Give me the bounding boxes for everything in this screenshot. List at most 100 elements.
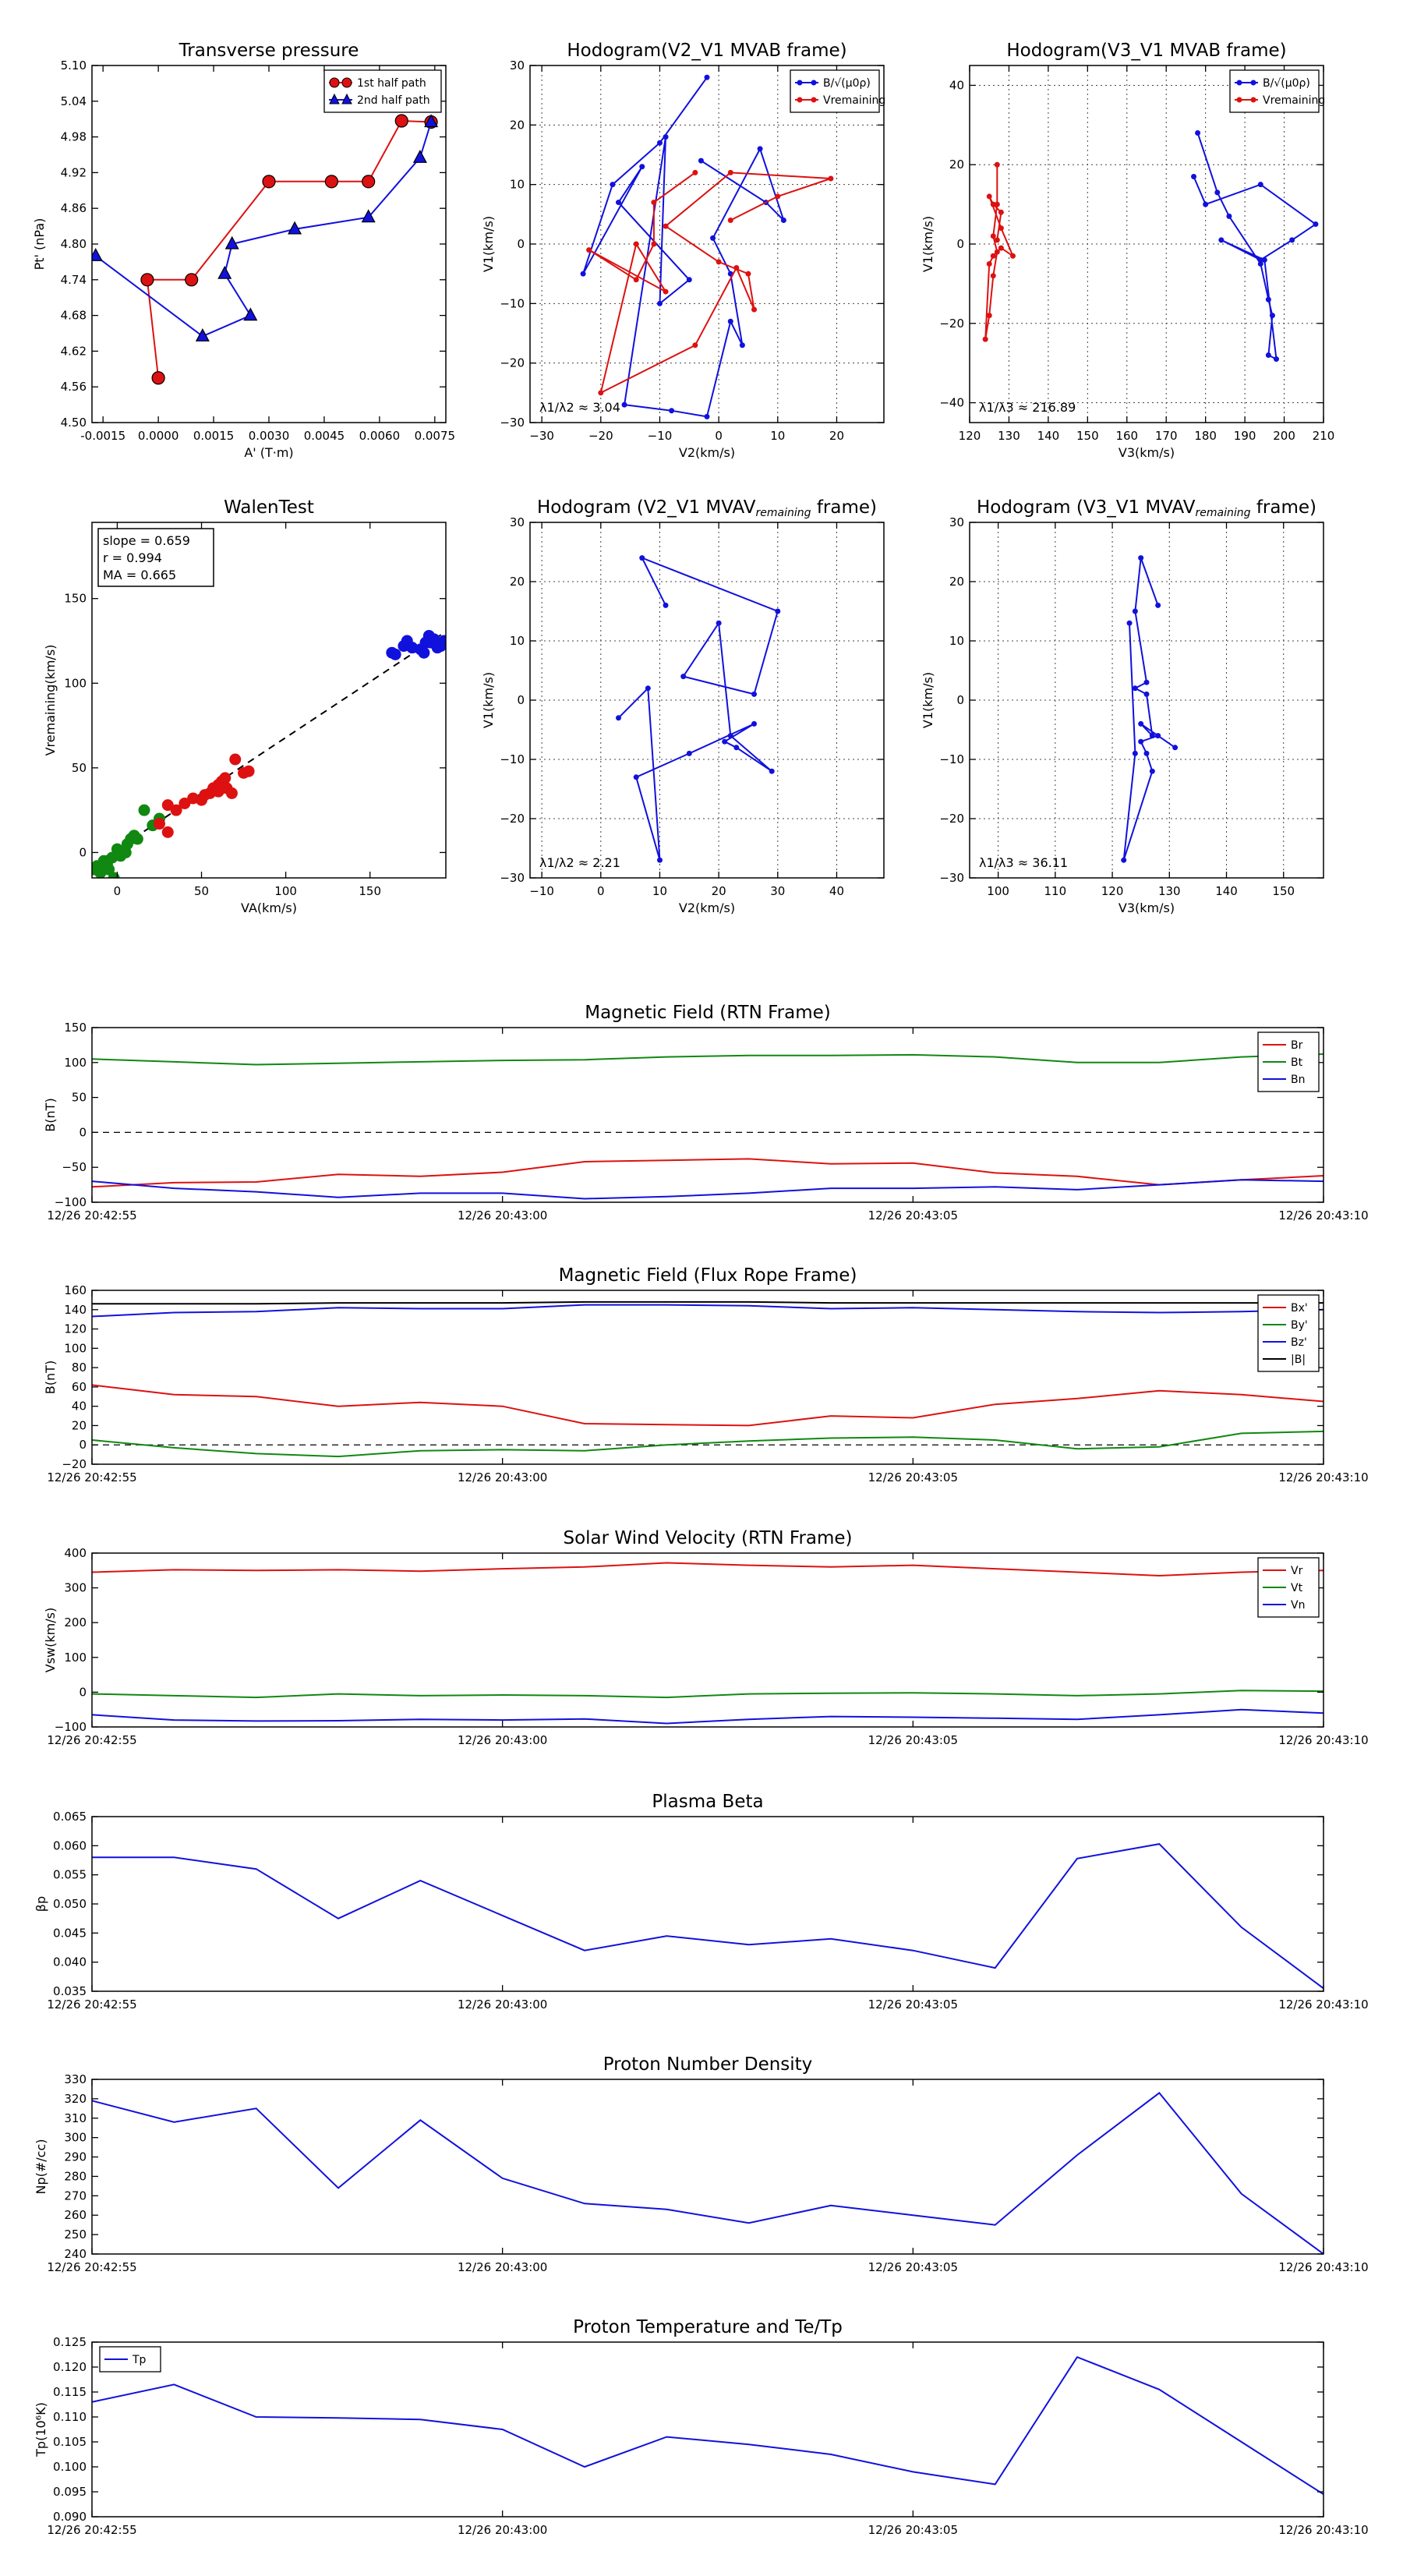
y-tick-label: 0	[79, 1438, 87, 1452]
x-tick-label: 160	[1115, 429, 1138, 443]
y-tick-label: 20	[510, 575, 525, 589]
y-tick-label: 10	[949, 634, 964, 648]
data-point	[990, 273, 996, 279]
legend: B/√(μ0ρ) Vremaining	[790, 69, 885, 113]
legend-label: Vremaining	[823, 94, 885, 107]
data-point	[1155, 602, 1161, 608]
chart-h2: 120 130 140 150 160 170 180 190 200 210 −40 −20 0 20 4…	[921, 41, 1334, 460]
series-line-V	[617, 556, 779, 861]
y-tick-label: −30	[939, 871, 964, 885]
y-tick-label: −20	[939, 317, 964, 331]
chart-h3: −10 0 10 20 30 40 −30 −20 −10 0 10 20 30 Hodogram (V2…	[481, 497, 885, 915]
series-line-Vt	[92, 1690, 1323, 1699]
chart-title: Hodogram(V3_V1 MVAB frame)	[1006, 41, 1286, 61]
y-tick-label: 150	[64, 1021, 87, 1035]
data-point	[243, 307, 258, 321]
x-tick-label: 0.0015	[193, 429, 235, 443]
series-line-V	[1122, 557, 1176, 861]
x-tick-label: 12/26 20:42:55	[47, 1470, 136, 1484]
y-tick-label: 0.105	[53, 2435, 87, 2449]
data-point	[1269, 313, 1275, 319]
data-point	[140, 273, 154, 287]
x-tick-label: 12/26 20:43:05	[868, 1733, 958, 1747]
title-text: Transverse pressure	[178, 41, 359, 61]
data-point	[663, 602, 669, 608]
eigenvalue-ratio: λ1/λ3 ≈ 216.89	[979, 400, 1076, 415]
x-tick-label: 140	[1215, 884, 1238, 898]
legend-label: B/√(μ0ρ)	[823, 77, 871, 90]
data-point	[639, 555, 645, 561]
y-tick-label: 100	[64, 1056, 87, 1070]
y-tick-label: 20	[510, 118, 525, 132]
legend-box	[1229, 69, 1320, 113]
data-point	[1143, 750, 1150, 756]
data-point	[686, 277, 692, 283]
y-tick-label: 400	[64, 1546, 87, 1560]
y-tick-label: 50	[72, 761, 87, 775]
data-point	[739, 342, 745, 349]
data-point	[704, 413, 710, 419]
data-point	[994, 201, 1000, 207]
y-tick-label: 4.86	[61, 201, 87, 215]
chart-title: Transverse pressure	[178, 41, 359, 61]
data-point	[727, 733, 733, 739]
x-tick-label: 12/26 20:43:10	[1278, 1470, 1368, 1484]
legend-label: Br	[1291, 1039, 1303, 1052]
y-tick-label: 0	[956, 693, 964, 707]
data-point	[580, 271, 586, 277]
chart-mag_fr: 12/26 20:42:55 12/26 20:43:00 12/26 20:43:…	[43, 1265, 1369, 1484]
data-point	[616, 715, 621, 721]
x-tick-label: 12/26 20:42:55	[47, 2260, 136, 2274]
plot-area	[92, 1562, 1323, 1725]
x-tick-label: 12/26 20:42:55	[47, 2523, 136, 2537]
title-text: Hodogram (V3_V1 MVAV	[977, 497, 1196, 518]
data-point	[418, 646, 430, 659]
series-line-1sthalfpath	[146, 119, 432, 378]
data-point	[775, 608, 781, 614]
data-point	[225, 787, 238, 799]
legend-marker	[329, 93, 340, 104]
y-tick-label: 290	[64, 2150, 87, 2164]
data-point	[1132, 750, 1138, 756]
data-point	[990, 201, 996, 207]
data-point	[733, 265, 740, 271]
data-point	[656, 857, 663, 863]
data-point	[1149, 733, 1155, 739]
data-point	[262, 175, 276, 189]
y-tick-label: 0.040	[53, 1955, 87, 1969]
data-point	[161, 799, 174, 812]
x-tick-label: 0.0075	[415, 429, 456, 443]
y-tick-label: 0.055	[53, 1868, 87, 1882]
y-tick-label: 0.110	[53, 2410, 87, 2424]
data-point	[998, 245, 1004, 251]
title-text: Magnetic Field (RTN Frame)	[585, 1003, 831, 1023]
title-text: Plasma Beta	[652, 1792, 763, 1812]
data-point	[108, 872, 120, 878]
legend: Tp	[99, 2346, 161, 2373]
legend-label: Vremaining	[1263, 94, 1325, 107]
data-point	[710, 235, 716, 241]
data-point	[656, 300, 663, 306]
x-tick-label: 10	[770, 429, 785, 443]
chart-tp_temp: 12/26 20:42:55 12/26 20:43:00 12/26 20:43:…	[34, 2317, 1369, 2537]
x-tick-label: −30	[529, 429, 554, 443]
data-point	[704, 74, 710, 80]
plot-area	[982, 130, 1319, 363]
data-point	[103, 863, 115, 876]
eigenvalue-ratio: λ1/λ2 ≈ 3.04	[539, 400, 620, 415]
legend-label: Vr	[1291, 1565, 1303, 1577]
series-line-Br	[92, 1158, 1323, 1188]
data-point	[998, 209, 1004, 215]
y-tick-label: 0.095	[53, 2485, 87, 2499]
y-tick-label: 4.74	[61, 273, 87, 287]
data-point	[1313, 221, 1319, 228]
y-tick-label: 200	[64, 1615, 87, 1629]
chart-title: Proton Temperature and Te/Tp	[573, 2317, 843, 2337]
y-tick-label: 0	[79, 1125, 87, 1139]
x-tick-label: 20	[712, 884, 726, 898]
y-tick-label: 0.115	[53, 2385, 87, 2399]
series-line-Vremaining	[588, 172, 832, 395]
chart-title: WalenTest	[224, 497, 314, 518]
data-point	[986, 260, 992, 267]
